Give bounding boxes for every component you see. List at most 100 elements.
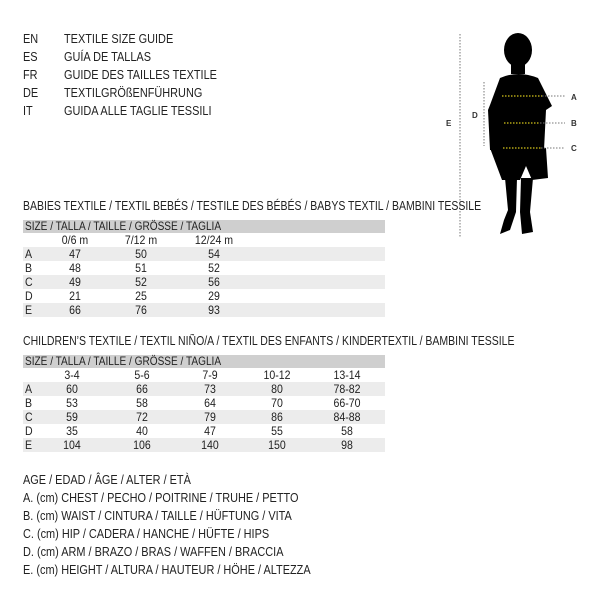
table-cell: 98 [341, 438, 353, 452]
children-section-title: CHILDREN’S TEXTILE / TEXTIL NIÑO/A / TEX… [23, 334, 515, 348]
table-cell: 106 [133, 438, 151, 452]
legend-waist: B. (cm) WAIST / CINTURA / TAILLE / HÜFTU… [23, 508, 292, 523]
table-cell: 70 [271, 396, 283, 410]
column-header: 10-12 [263, 368, 291, 382]
row-label: C [25, 275, 33, 289]
row-label: E [25, 303, 33, 317]
table-cell: 52 [208, 261, 220, 275]
row-label: D [25, 424, 33, 438]
table-cell: 72 [136, 410, 148, 424]
lang-title: GUÍA DE TALLAS [64, 49, 151, 64]
child-silhouette-figure: A B C D E [446, 33, 577, 237]
table-cell: 79 [204, 410, 216, 424]
table-cell: 35 [66, 424, 78, 438]
table-cell: 104 [63, 438, 81, 452]
row-label: C [25, 410, 33, 424]
column-header: 5-6 [134, 368, 150, 382]
table-cell: 150 [268, 438, 286, 452]
table-cell: 56 [208, 275, 220, 289]
table-row: E 104 106 140 150 98 [23, 438, 385, 452]
table-cell: 60 [66, 382, 78, 396]
legend-height: E. (cm) HEIGHT / ALTURA / HAUTEUR / HÖHE… [23, 562, 311, 577]
label-d: D [472, 111, 478, 120]
column-header-row: 0/6 m 7/12 m 12/24 m [23, 233, 385, 247]
table-cell: 47 [69, 247, 81, 261]
table-cell: 66-70 [333, 396, 361, 410]
babies-section-title: BABIES TEXTILE / TEXTIL BEBÉS / TESTILE … [23, 199, 482, 213]
babies-size-table: SIZE / TALLA / TAILLE / GRÖSSE / TAGLIA … [23, 220, 385, 317]
lang-code: FR [23, 67, 38, 82]
table-cell: 25 [135, 289, 147, 303]
size-header-label: SIZE / TALLA / TAILLE / GRÖSSE / TAGLIA [25, 354, 222, 368]
label-a: A [571, 93, 577, 102]
table-header: SIZE / TALLA / TAILLE / GRÖSSE / TAGLIA [23, 355, 385, 368]
table-cell: 48 [69, 261, 81, 275]
lang-title: TEXTILGRÖßENFÜHRUNG [64, 85, 203, 100]
table-cell: 53 [66, 396, 78, 410]
table-cell: 54 [208, 247, 220, 261]
table-cell: 40 [136, 424, 148, 438]
table-header: SIZE / TALLA / TAILLE / GRÖSSE / TAGLIA [23, 220, 385, 233]
table-cell: 51 [135, 261, 147, 275]
table-row: E 66 76 93 [23, 303, 385, 317]
table-cell: 66 [69, 303, 81, 317]
table-cell: 21 [69, 289, 81, 303]
table-row: D 35 40 47 55 58 [23, 424, 385, 438]
table-cell: 76 [135, 303, 147, 317]
table-cell: 73 [204, 382, 216, 396]
lang-title: TEXTILE SIZE GUIDE [64, 31, 174, 46]
row-label: B [25, 396, 33, 410]
table-row: C 49 52 56 [23, 275, 385, 289]
table-cell: 59 [66, 410, 78, 424]
table-cell: 78-82 [333, 382, 361, 396]
table-cell: 52 [135, 275, 147, 289]
legend-chest: A. (cm) CHEST / PECHO / POITRINE / TRUHE… [23, 490, 299, 505]
row-label: A [25, 247, 33, 261]
table-row: B 48 51 52 [23, 261, 385, 275]
column-header: 3-4 [64, 368, 80, 382]
column-header: 12/24 m [194, 233, 234, 247]
table-cell: 140 [201, 438, 219, 452]
legend-age: AGE / EDAD / ÂGE / ALTER / ETÀ [23, 472, 191, 487]
table-cell: 55 [271, 424, 283, 438]
table-cell: 64 [204, 396, 216, 410]
legend-hip: C. (cm) HIP / CADERA / HANCHE / HÜFTE / … [23, 526, 270, 541]
row-label: A [25, 382, 33, 396]
table-cell: 29 [208, 289, 220, 303]
table-cell: 58 [136, 396, 148, 410]
table-row: A 60 66 73 80 78-82 [23, 382, 385, 396]
lang-code: IT [23, 103, 33, 118]
table-cell: 80 [271, 382, 283, 396]
child-silhouette-icon [488, 33, 552, 234]
row-label: B [25, 261, 33, 275]
row-label: D [25, 289, 33, 303]
table-cell: 86 [271, 410, 283, 424]
lang-title: GUIDA ALLE TAGLIE TESSILI [64, 103, 212, 118]
table-cell: 66 [136, 382, 148, 396]
table-cell: 49 [69, 275, 81, 289]
table-cell: 50 [135, 247, 147, 261]
table-row: C 59 72 79 86 84-88 [23, 410, 385, 424]
label-c: C [571, 144, 577, 153]
table-cell: 58 [341, 424, 353, 438]
column-header: 7/12 m [124, 233, 158, 247]
table-row: D 21 25 29 [23, 289, 385, 303]
row-label: E [25, 438, 33, 452]
table-cell: 84-88 [333, 410, 361, 424]
lang-code: ES [23, 49, 38, 64]
legend-arm: D. (cm) ARM / BRAZO / BRAS / WAFFEN / BR… [23, 544, 284, 559]
table-cell: 93 [208, 303, 220, 317]
table-cell: 47 [204, 424, 216, 438]
children-size-table: SIZE / TALLA / TAILLE / GRÖSSE / TAGLIA … [23, 355, 385, 452]
label-b: B [571, 119, 577, 128]
lang-code: DE [23, 85, 39, 100]
lang-title: GUIDE DES TAILLES TEXTILE [64, 67, 217, 82]
column-header-row: 3-4 5-6 7-9 10-12 13-14 [23, 368, 385, 382]
column-header: 0/6 m [61, 233, 89, 247]
label-e: E [446, 119, 452, 128]
size-header-label: SIZE / TALLA / TAILLE / GRÖSSE / TAGLIA [25, 219, 222, 233]
measure-lines-accent [502, 95, 542, 149]
table-row: A 47 50 54 [23, 247, 385, 261]
table-row: B 53 58 64 70 66-70 [23, 396, 385, 410]
column-header: 13-14 [333, 368, 361, 382]
